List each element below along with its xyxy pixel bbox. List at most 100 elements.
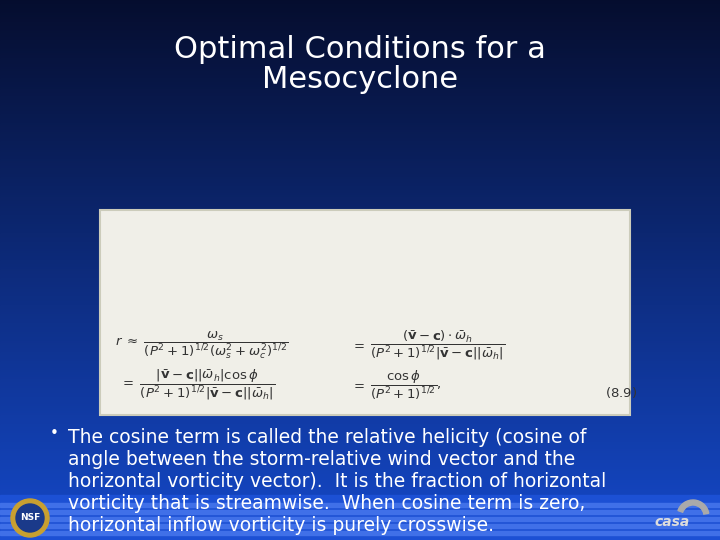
Bar <box>0 156 720 158</box>
Bar <box>0 24 720 27</box>
Bar <box>0 262 720 265</box>
Bar <box>0 535 720 538</box>
Bar <box>0 118 720 120</box>
Bar <box>0 420 720 423</box>
Bar <box>0 184 720 187</box>
Bar <box>0 335 720 339</box>
Bar <box>0 260 720 263</box>
Bar <box>0 226 720 228</box>
Bar <box>0 146 720 150</box>
Bar <box>0 46 720 49</box>
Bar <box>0 98 720 101</box>
Bar <box>0 6 720 9</box>
Bar <box>0 195 720 198</box>
Bar <box>0 251 720 254</box>
Text: $=$: $=$ <box>351 379 365 392</box>
Bar <box>0 157 720 160</box>
Bar <box>0 519 720 522</box>
Bar <box>0 389 720 393</box>
Bar <box>0 397 720 400</box>
Bar <box>0 446 720 448</box>
Bar <box>0 78 720 81</box>
Bar <box>0 76 720 79</box>
Bar <box>0 0 720 2</box>
Bar <box>0 312 720 315</box>
Bar <box>0 254 720 258</box>
Bar <box>0 296 720 299</box>
Text: $(8.9)$: $(8.9)$ <box>605 386 637 401</box>
Text: $\dfrac{\cos\phi}{(P^2+1)^{1/2}},$: $\dfrac{\cos\phi}{(P^2+1)^{1/2}},$ <box>370 368 441 402</box>
Bar <box>0 75 720 77</box>
Bar <box>0 176 720 178</box>
Bar <box>0 92 720 96</box>
Bar <box>0 339 720 342</box>
Bar <box>0 87 720 90</box>
Bar <box>0 60 720 63</box>
Bar <box>0 1 720 4</box>
Bar <box>0 443 720 447</box>
Bar <box>0 217 720 220</box>
Bar <box>0 215 720 218</box>
Bar <box>0 316 720 319</box>
Bar <box>0 168 720 171</box>
Bar <box>0 300 720 302</box>
Bar <box>0 253 720 255</box>
Bar <box>0 38 720 42</box>
Bar <box>0 213 720 216</box>
Bar <box>0 186 720 189</box>
Wedge shape <box>678 500 708 514</box>
Bar <box>0 447 720 450</box>
Bar <box>0 102 720 104</box>
Bar <box>0 534 720 536</box>
Bar <box>0 15 720 18</box>
Bar <box>0 230 720 232</box>
Bar <box>0 119 720 123</box>
Text: Optimal Conditions for a: Optimal Conditions for a <box>174 36 546 64</box>
Bar <box>0 122 720 124</box>
Bar <box>0 233 720 236</box>
Bar <box>0 341 720 344</box>
Bar <box>0 150 720 153</box>
Bar <box>0 42 720 45</box>
Bar <box>0 116 720 119</box>
Bar <box>0 350 720 353</box>
Bar <box>0 507 720 509</box>
Bar <box>0 145 720 147</box>
Bar <box>0 537 720 540</box>
Bar <box>0 404 720 407</box>
Bar <box>0 49 720 52</box>
Bar <box>0 14 720 16</box>
Bar <box>0 436 720 439</box>
Bar <box>0 508 720 511</box>
Bar <box>0 418 720 421</box>
Bar <box>0 510 720 514</box>
Bar <box>0 103 720 106</box>
Bar <box>0 416 720 420</box>
Bar <box>0 281 720 285</box>
Text: $=$: $=$ <box>351 339 365 352</box>
Bar <box>0 206 720 209</box>
Bar <box>0 292 720 295</box>
Bar <box>0 454 720 457</box>
Text: NSF: NSF <box>20 514 40 523</box>
Bar <box>0 235 720 238</box>
Bar <box>0 181 720 184</box>
Bar <box>0 8 720 11</box>
Bar <box>0 231 720 234</box>
Bar <box>0 91 720 93</box>
Bar <box>0 483 720 486</box>
Bar <box>0 366 720 369</box>
Bar <box>0 166 720 169</box>
Bar <box>0 386 720 389</box>
Bar <box>0 265 720 268</box>
Bar <box>0 377 720 380</box>
Bar <box>0 224 720 227</box>
Bar <box>0 319 720 322</box>
Bar <box>0 433 720 436</box>
Bar <box>0 85 720 88</box>
Bar <box>0 4 720 7</box>
Text: Mesocyclone: Mesocyclone <box>262 65 458 94</box>
Bar <box>0 314 720 317</box>
Bar <box>0 69 720 72</box>
Bar <box>0 449 720 452</box>
